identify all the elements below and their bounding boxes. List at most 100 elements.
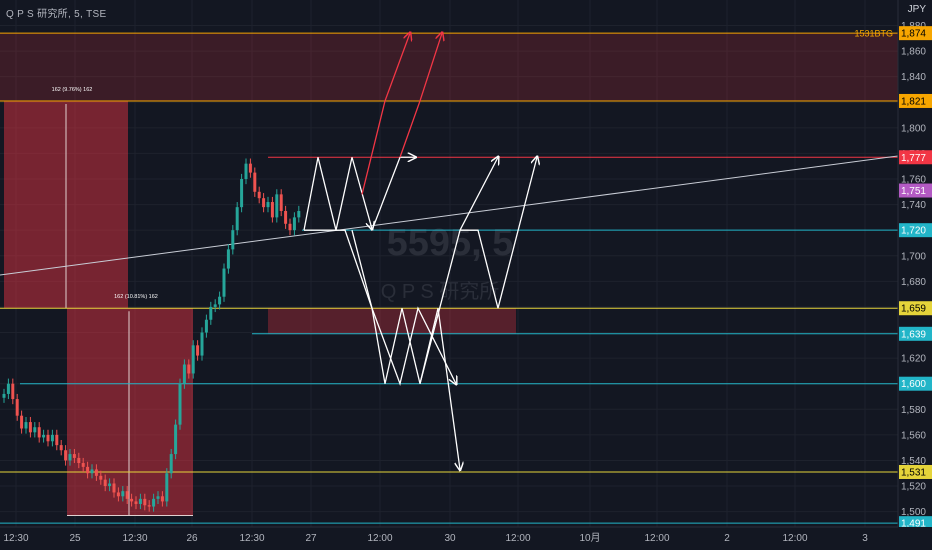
candle-body — [248, 163, 252, 173]
y-tick-label: 1,540 — [901, 456, 926, 467]
candle-body — [297, 210, 301, 218]
candle — [50, 429, 54, 447]
candle — [200, 327, 204, 361]
scenario-path-c — [351, 230, 460, 469]
candle-body — [55, 434, 59, 446]
x-tick-label: 12:30 — [3, 533, 28, 544]
candle-body — [226, 249, 230, 269]
candle — [72, 448, 76, 464]
candle-body — [143, 498, 147, 506]
chart-title: Q P S 研究所, 5, TSE — [6, 9, 107, 20]
x-tick-label: 30 — [444, 533, 456, 544]
x-tick-label: 26 — [186, 533, 198, 544]
price-label-bg — [899, 150, 932, 165]
candle — [178, 378, 182, 430]
candle — [174, 419, 178, 460]
candle — [108, 478, 112, 492]
candle-body — [156, 496, 160, 499]
watermark-name: Q P S 研究所 — [381, 280, 500, 303]
price-label: 1,751 — [901, 186, 926, 197]
price-label: 1,639 — [901, 329, 926, 340]
price-label-bg — [899, 26, 932, 41]
y-tick-label: 1,680 — [901, 277, 926, 288]
candle — [257, 186, 261, 204]
candle — [134, 496, 138, 510]
candle-body — [20, 415, 24, 429]
candle — [130, 493, 134, 507]
x-tick-label: 25 — [69, 533, 81, 544]
candle-body — [72, 454, 76, 458]
candle-body — [147, 505, 151, 507]
candle — [196, 340, 200, 361]
trend-line — [0, 155, 899, 276]
candle — [64, 445, 68, 466]
candle — [24, 416, 28, 434]
candle — [143, 493, 147, 511]
candle-body — [222, 268, 226, 297]
candle — [94, 464, 98, 481]
scenario-path-red-a — [361, 33, 410, 195]
candle-body — [15, 399, 19, 416]
measure-box-lower — [67, 308, 193, 516]
candle-body — [108, 483, 112, 487]
candle-body — [270, 202, 274, 218]
candle — [42, 429, 46, 443]
candle-body — [94, 469, 98, 476]
candle-body — [130, 498, 134, 502]
y-tick-label: 1,560 — [901, 430, 926, 441]
candle — [262, 193, 266, 213]
candle-body — [284, 210, 288, 224]
x-tick-label: 12:00 — [367, 533, 392, 544]
candle-body — [178, 383, 182, 425]
candle-body — [2, 393, 6, 398]
candle-body — [213, 304, 217, 307]
candle — [125, 486, 129, 504]
candle — [240, 173, 244, 213]
candle — [266, 196, 270, 213]
candle — [37, 422, 41, 443]
y-tick-label: 1,800 — [901, 123, 926, 134]
candle — [275, 189, 279, 223]
candle-body — [37, 427, 41, 438]
price-label-bg — [899, 326, 932, 341]
candle-body — [204, 319, 208, 333]
price-label-bg — [899, 516, 932, 531]
candle — [6, 378, 10, 400]
y-tick-label: 1,760 — [901, 175, 926, 186]
candle — [81, 457, 85, 472]
y-tick-label: 1,840 — [901, 72, 926, 83]
candle-body — [174, 424, 178, 455]
candle-body — [42, 434, 46, 438]
candle-body — [218, 296, 222, 305]
x-tick-label: 27 — [305, 533, 317, 544]
candle — [99, 470, 103, 485]
x-tick-label: 12:00 — [782, 533, 807, 544]
x-tick-label: 12:30 — [239, 533, 264, 544]
y-tick-label: 1,580 — [901, 405, 926, 416]
candle-body — [165, 473, 169, 502]
candle-body — [99, 475, 103, 480]
candle — [231, 225, 235, 255]
candle-body — [68, 454, 72, 461]
candle-body — [11, 383, 15, 400]
candle — [165, 468, 169, 507]
candle — [11, 378, 15, 405]
candle-body — [33, 427, 37, 433]
candle — [86, 461, 90, 479]
candle — [77, 452, 81, 469]
candle-body — [64, 450, 68, 461]
candle-body — [196, 345, 200, 356]
candle — [59, 440, 63, 456]
x-tick-label: 12:00 — [644, 533, 669, 544]
candle — [297, 205, 301, 223]
candle — [204, 314, 208, 338]
candle-body — [253, 172, 257, 192]
candle — [182, 359, 186, 389]
candle — [112, 478, 116, 498]
candle-body — [46, 434, 50, 442]
measure-label-upper: 162 (9.76%) 162 — [52, 87, 93, 93]
price-label: 1,821 — [901, 96, 926, 107]
measure-label-lower: 162 (10.81%) 162 — [114, 294, 158, 300]
candle — [235, 202, 239, 236]
